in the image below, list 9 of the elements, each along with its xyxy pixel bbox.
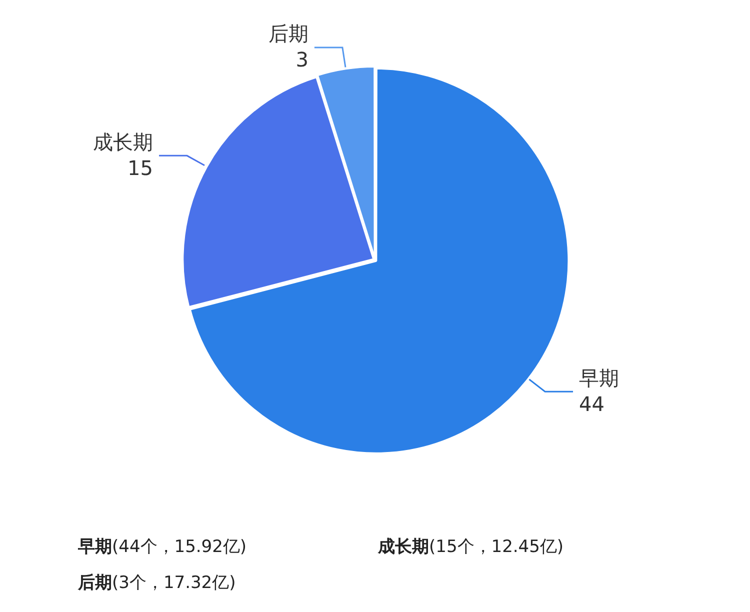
data-label: 3 (296, 48, 308, 72)
data-label: 44 (579, 392, 604, 416)
data-label: 15 (128, 156, 154, 180)
slice-label: 早期 (579, 366, 620, 390)
slice-label: 成长期 (93, 130, 154, 154)
text: 后期(3个，17.32亿) (78, 572, 237, 595)
text: 早期(44个，15.92亿) (78, 536, 248, 559)
text: 成长期(15个，12.45亿) (378, 536, 565, 559)
slice-label: 后期 (268, 22, 308, 46)
